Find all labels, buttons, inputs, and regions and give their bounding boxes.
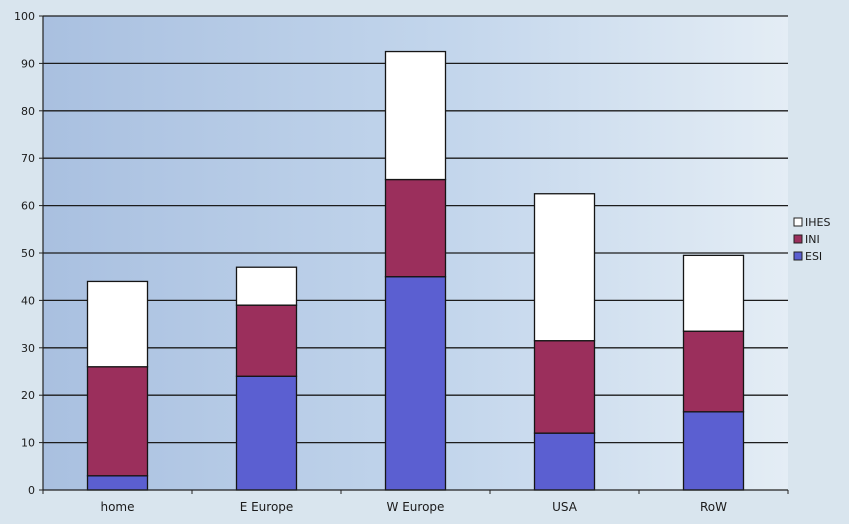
bar-segment-ihes bbox=[682, 254, 745, 332]
y-tick-label: 100 bbox=[14, 10, 35, 23]
x-tick-label: E Europe bbox=[240, 500, 294, 514]
bar-segment-ini bbox=[533, 340, 596, 434]
legend-swatch-ihes bbox=[793, 217, 803, 227]
y-tick-label: 80 bbox=[21, 105, 35, 118]
y-tick-label: 60 bbox=[21, 200, 35, 213]
bars bbox=[86, 50, 745, 491]
y-tick-label: 0 bbox=[28, 484, 35, 497]
bar-segment-ini bbox=[682, 330, 745, 413]
bar-segment-ihes bbox=[384, 50, 447, 181]
legend-label-esi: ESI bbox=[805, 250, 822, 263]
y-tick-label: 20 bbox=[21, 389, 35, 402]
bar-segment-esi bbox=[384, 276, 447, 491]
legend-label-ihes: IHES bbox=[805, 216, 830, 229]
bar-segment-ini bbox=[235, 304, 298, 377]
y-tick-label: 30 bbox=[21, 342, 35, 355]
legend-swatch-esi bbox=[793, 251, 803, 261]
y-tick-label: 40 bbox=[21, 294, 35, 307]
axes: 0 10 20 30 40 50 60 70 80 90 100 home E Europe W Euro… bbox=[14, 10, 789, 514]
bar-segment-esi bbox=[682, 411, 745, 491]
bar-segment-ihes bbox=[86, 280, 149, 368]
y-tick-label: 70 bbox=[21, 152, 35, 165]
legend-swatch-ini bbox=[793, 234, 803, 244]
legend: IHES INI ESI bbox=[793, 216, 830, 263]
x-tick-label: RoW bbox=[700, 500, 727, 514]
y-tick-label: 10 bbox=[21, 437, 35, 450]
x-tick-label: home bbox=[100, 500, 134, 514]
y-tick-label: 50 bbox=[21, 247, 35, 260]
bar-segment-ihes bbox=[235, 266, 298, 306]
bar-segment-esi bbox=[533, 432, 596, 491]
bar-segment-ihes bbox=[533, 193, 596, 342]
bar-segment-ini bbox=[384, 178, 447, 278]
x-tick-label: USA bbox=[552, 500, 578, 514]
bar-segment-ini bbox=[86, 366, 149, 477]
legend-label-ini: INI bbox=[805, 233, 820, 246]
x-tick-label: W Europe bbox=[387, 500, 445, 514]
bar-segment-esi bbox=[235, 375, 298, 491]
y-tick-label: 90 bbox=[21, 57, 35, 70]
bar-segment-esi bbox=[86, 475, 149, 491]
